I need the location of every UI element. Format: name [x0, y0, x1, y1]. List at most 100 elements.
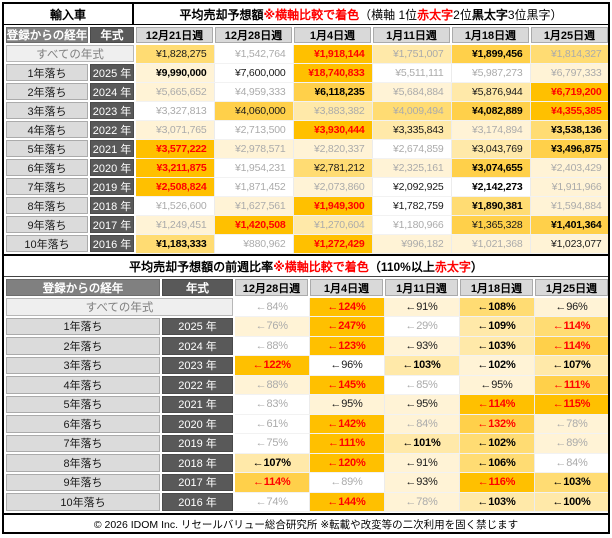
ratio-value-cell: ←103%: [534, 472, 608, 493]
price-value-cell: ¥1,594,884: [530, 196, 608, 216]
ratio-value-cell: ←88%: [234, 375, 310, 395]
ratio-value-cell: ←95%: [309, 394, 385, 415]
row-model-year: 2022 年: [160, 374, 235, 396]
ratio-value-cell: ←78%: [384, 492, 460, 512]
price-value-cell: ¥1,023,077: [530, 234, 608, 254]
row-age-label: 3年落ち: [4, 100, 90, 121]
row-model-year: 2025 年: [88, 62, 136, 83]
all-years-label: すべての年式: [4, 43, 136, 64]
ratio-value-cell: ←106%: [459, 453, 535, 473]
ratio-value-cell: ←29%: [384, 316, 460, 337]
price-value-cell: ¥1,542,764: [214, 44, 294, 64]
row-age-label: 10年落ち: [4, 491, 162, 513]
price-value-cell: ¥2,142,273: [451, 177, 531, 197]
ratio-value-cell: ←102%: [459, 433, 535, 454]
row-model-year: 2018 年: [160, 452, 235, 474]
price-value-cell: ¥1,180,966: [372, 215, 452, 235]
ratio-value-cell: ←84%: [534, 453, 608, 473]
row-age-label: 5年落ち: [4, 393, 162, 415]
price-value-cell: ¥4,355,385: [530, 101, 608, 121]
ratio-value-cell: ←101%: [384, 433, 460, 454]
header-week-column: 1月25日週: [529, 25, 608, 45]
ratio-value-cell: ←145%: [309, 375, 385, 395]
price-value-cell: ¥3,538,136: [530, 120, 608, 140]
header-year-column: 年式: [160, 277, 235, 298]
price-value-cell: ¥6,118,235: [293, 82, 373, 102]
price-value-cell: ¥3,930,444: [293, 120, 373, 140]
table-row: 7年落ち 2019 年 ←75% ←111% ←101% ←102% ←89%: [4, 432, 608, 454]
table-row: 6年落ち 2020 年 ¥3,211,875 ¥1,954,231 ¥2,781,212…: [4, 157, 608, 178]
ratio-value-cell: ←100%: [534, 492, 608, 512]
row-model-year: 2020 年: [88, 157, 136, 178]
price-value-cell: ¥1,828,275: [135, 44, 215, 64]
price-value-cell: ¥3,327,813: [135, 101, 215, 121]
row-model-year: 2017 年: [88, 214, 136, 235]
ratio-value-cell: ←114%: [234, 472, 310, 493]
ratio-value-cell: ←75%: [234, 433, 310, 454]
price-value-cell: ¥2,978,571: [214, 139, 294, 159]
header-age-column: 登録からの経年: [4, 277, 162, 298]
price-value-cell: ¥1,420,508: [214, 215, 294, 235]
title-segment: ※横軸比較で着色: [273, 259, 369, 274]
price-value-cell: ¥2,674,859: [372, 139, 452, 159]
table-row: 1年落ち 2025 年 ¥9,990,000 ¥7,600,000 ¥18,740,83…: [4, 62, 608, 83]
row-age-label: 1年落ち: [4, 315, 162, 337]
table1-corner-label: 輸入車: [4, 4, 134, 24]
price-value-cell: ¥1,949,300: [293, 196, 373, 216]
ratio-value-cell: ←124%: [309, 297, 385, 317]
table-row: 10年落ち 2016 年 ¥1,183,333 ¥880,962 ¥1,272,429 ¥…: [4, 233, 608, 254]
ratio-value-cell: ←96%: [309, 355, 385, 376]
ratio-value-cell: ←132%: [459, 414, 535, 434]
ratio-value-cell: ←103%: [384, 355, 460, 376]
ratio-value-cell: ←74%: [234, 492, 310, 512]
price-value-cell: ¥3,335,843: [372, 120, 452, 140]
title-segment: 赤太字: [417, 7, 454, 22]
row-model-year: 2022 年: [88, 119, 136, 140]
ratio-value-cell: ←76%: [234, 316, 310, 337]
header-week-column: 1月11日週: [383, 277, 460, 298]
price-value-cell: ¥1,899,456: [451, 44, 531, 64]
all-years-label: すべての年式: [4, 296, 235, 318]
row-model-year: 2021 年: [160, 393, 235, 415]
row-model-year: 2018 年: [88, 195, 136, 216]
table-row: 9年落ち 2017 年 ←114% ←89% ←93% ←116% ←103%: [4, 471, 608, 493]
title-segment: （110%以上: [368, 259, 435, 274]
table1-title: 平均売却予想額 ※横軸比較で着色 （横軸 1位 赤太字 2位 黒太字 3位黒字）: [134, 4, 608, 24]
row-model-year: 2021 年: [88, 138, 136, 159]
price-value-cell: ¥4,009,494: [372, 101, 452, 121]
price-value-cell: ¥4,082,889: [451, 101, 531, 121]
ratio-value-cell: ←96%: [534, 297, 608, 317]
all-years-row: すべての年式 ←84% ←124% ←91% ←108% ←96%: [4, 296, 608, 318]
table1-title-row: 輸入車 平均売却予想額 ※横軸比較で着色 （横軸 1位 赤太字 2位 黒太字 3位黒字…: [4, 4, 608, 25]
row-model-year: 2019 年: [160, 432, 235, 454]
row-age-label: 9年落ち: [4, 471, 162, 493]
price-value-cell: ¥1,911,966: [530, 177, 608, 197]
price-value-cell: ¥1,183,333: [135, 234, 215, 254]
title-segment: ）: [470, 259, 483, 274]
price-value-cell: ¥1,401,364: [530, 215, 608, 235]
row-age-label: 2年落ち: [4, 335, 162, 357]
ratio-value-cell: ←93%: [384, 472, 460, 493]
price-value-cell: ¥1,249,451: [135, 215, 215, 235]
row-age-label: 4年落ち: [4, 374, 162, 396]
title-segment: 3位黒字）: [507, 7, 563, 22]
row-age-label: 8年落ち: [4, 452, 162, 474]
row-age-label: 6年落ち: [4, 413, 162, 435]
row-age-label: 7年落ち: [4, 432, 162, 454]
price-value-cell: ¥3,174,894: [451, 120, 531, 140]
ratio-value-cell: ←111%: [534, 375, 608, 395]
price-value-cell: ¥1,782,759: [372, 196, 452, 216]
price-value-cell: ¥2,073,860: [293, 177, 373, 197]
price-value-cell: ¥880,962: [214, 234, 294, 254]
title-segment: 黒太字: [471, 7, 508, 22]
ratio-value-cell: ←88%: [234, 336, 310, 356]
table-row: 3年落ち 2023 年 ←122% ←96% ←103% ←102% ←107%: [4, 354, 608, 376]
avg-sale-price-table: 登録からの経年 年式 12月21日週 12月28日週 1月4日週 1月11日週 1月18日週…: [4, 25, 608, 254]
header-week-column: 12月28日週: [213, 25, 294, 45]
ratio-value-cell: ←95%: [384, 394, 460, 415]
price-value-cell: ¥996,182: [372, 234, 452, 254]
ratio-value-cell: ←114%: [534, 336, 608, 356]
table-row: 2年落ち 2024 年 ←88% ←123% ←93% ←103% ←114%: [4, 335, 608, 357]
all-years-row: すべての年式 ¥1,828,275 ¥1,542,764 ¥1,918,144 ¥1,7…: [4, 43, 608, 64]
price-value-cell: ¥18,740,833: [293, 63, 373, 83]
